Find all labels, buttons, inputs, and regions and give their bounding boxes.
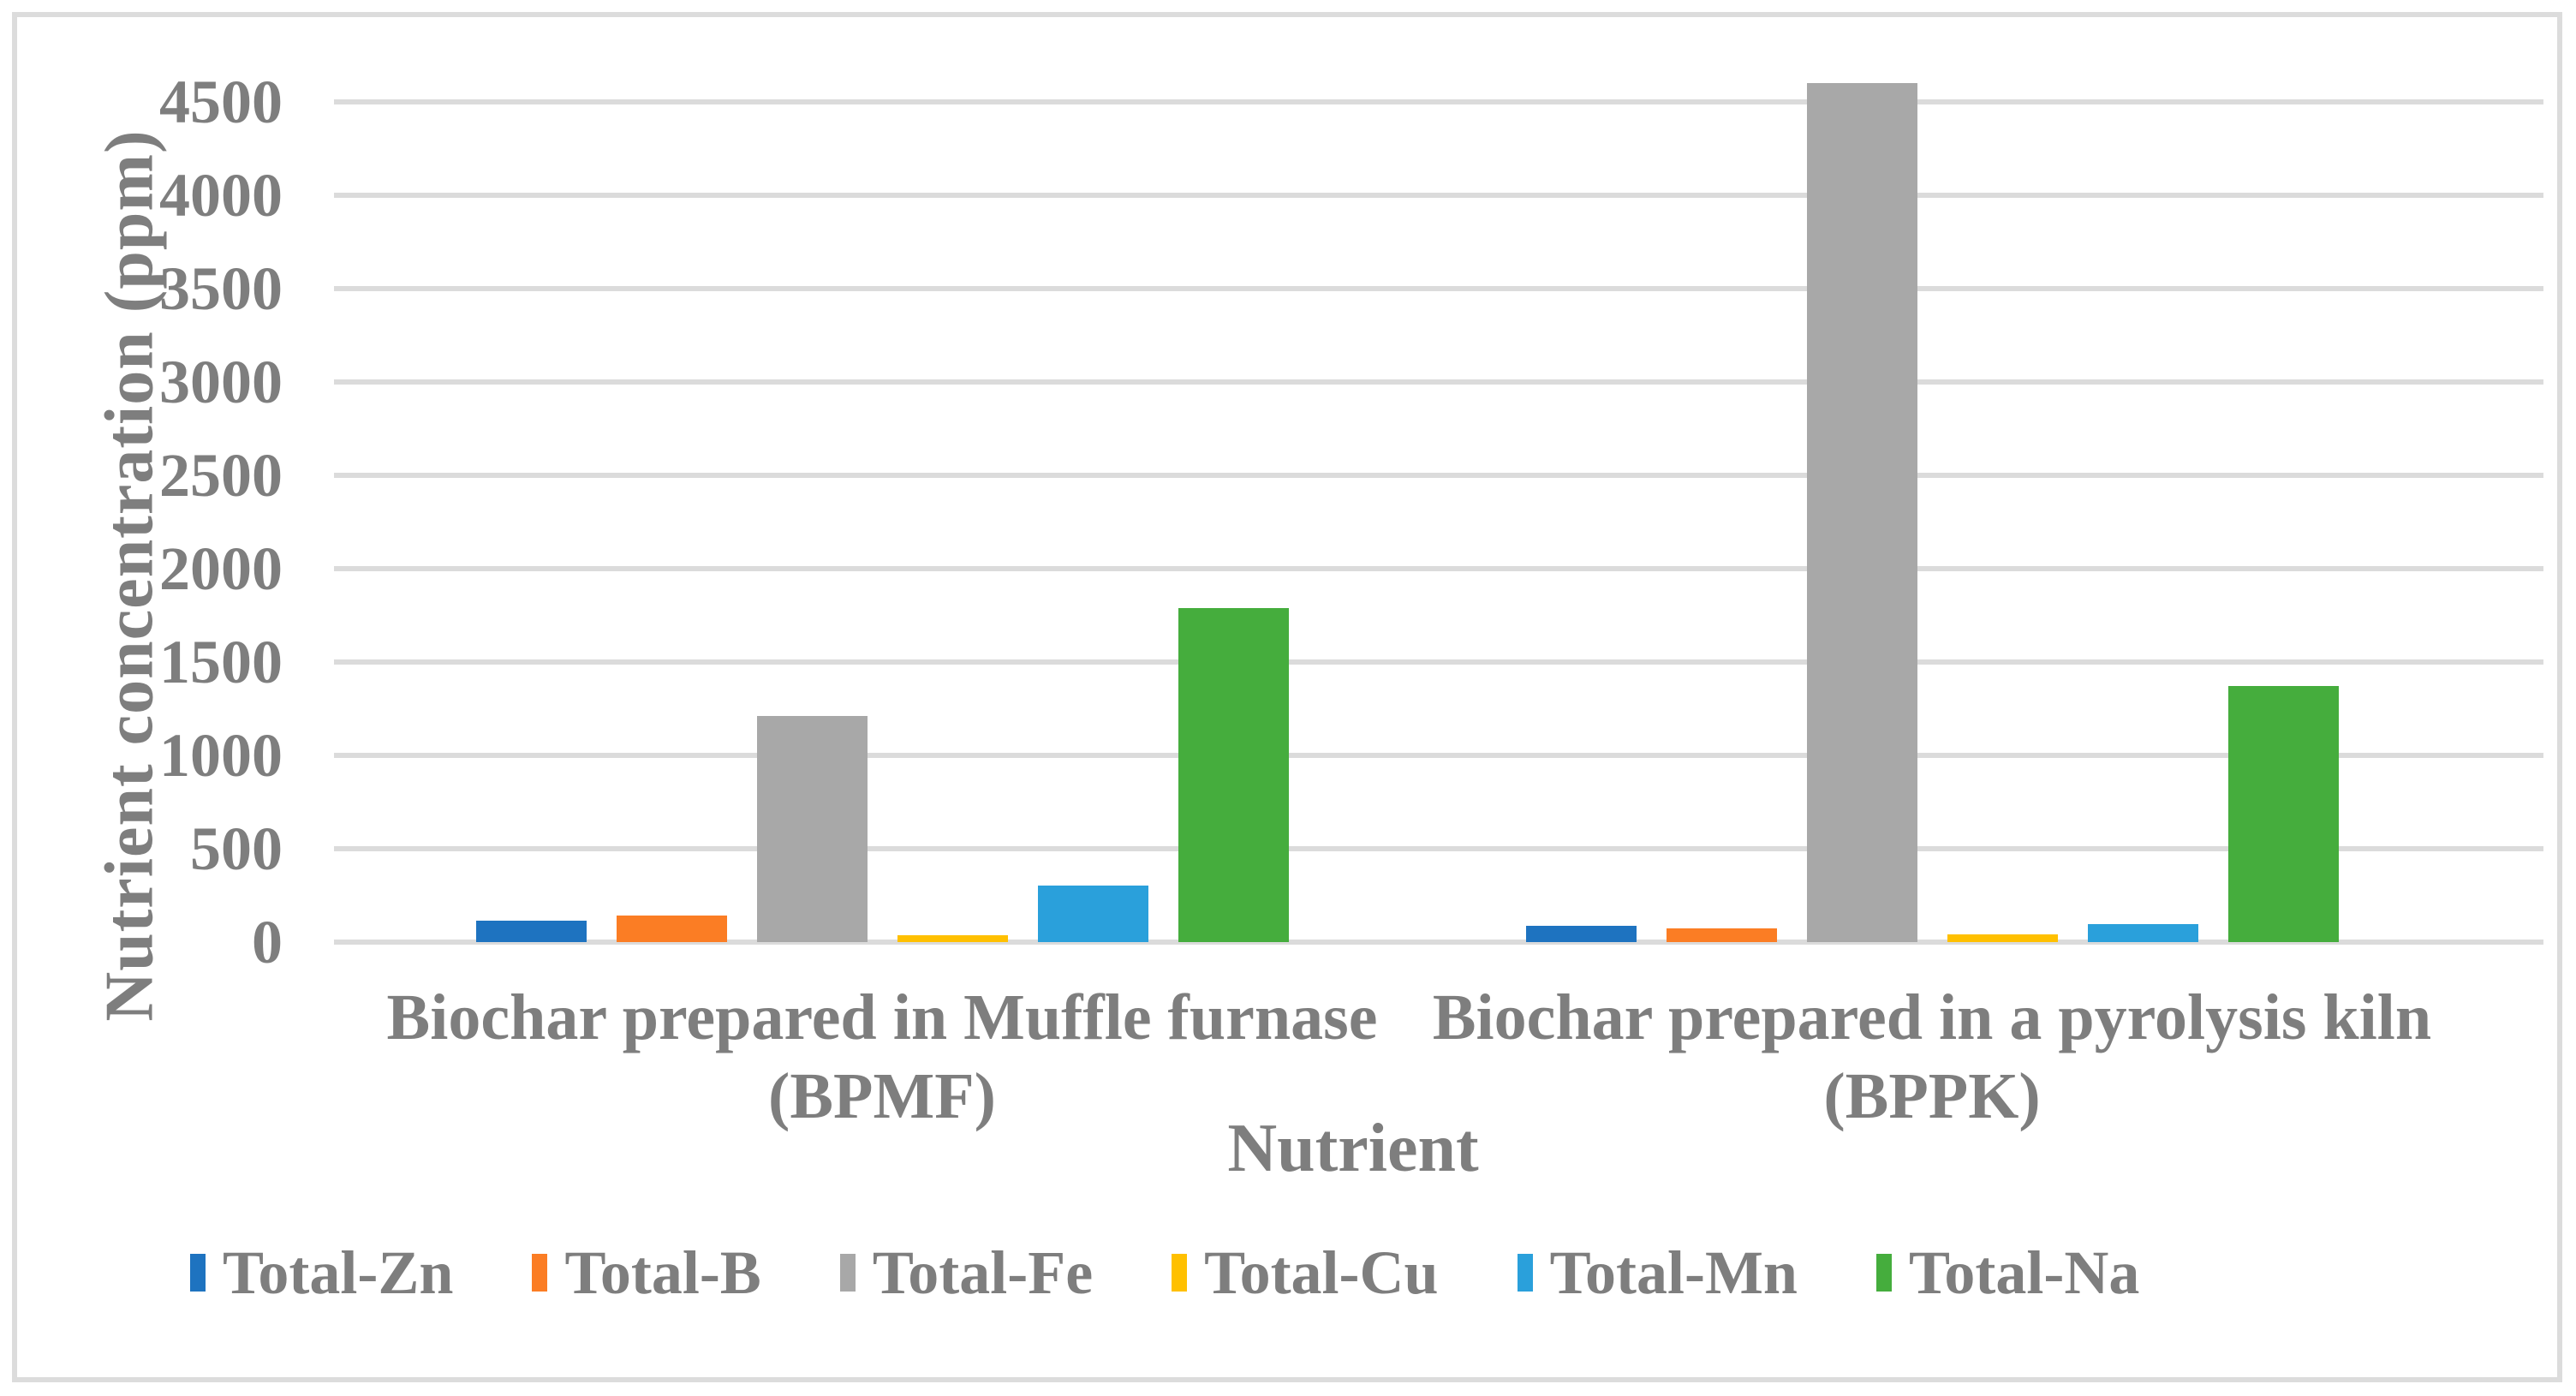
legend-item-total-zn: Total-Zn [190, 1238, 453, 1307]
legend-item-total-cu: Total-Cu [1172, 1238, 1439, 1307]
legend-marker-total-fe [839, 1254, 856, 1292]
legend: Total-Zn Total-B Total-Fe Total-Cu Total-Mn T… [190, 1238, 2139, 1307]
legend-label-total-na: Total-Na [1908, 1238, 2140, 1307]
bar-total-fe-bpmf [757, 716, 868, 942]
bar-group-bpmf [476, 608, 1289, 942]
category-label-bpmf: Biochar prepared in Muffle furnase (BPMF… [283, 978, 1482, 1136]
gridline-2000 [334, 566, 2543, 571]
legend-label-total-fe: Total-Fe [872, 1238, 1094, 1307]
gridline-2500 [334, 473, 2543, 478]
legend-label-total-b: Total-B [564, 1238, 761, 1307]
plot-area: 0 500 1000 1500 2000 2500 3000 3500 4000 4500 [159, 68, 2543, 976]
gridline-4500 [334, 99, 2543, 104]
legend-marker-total-mn [1517, 1254, 1533, 1292]
y-tick-label-2500: 2500 [159, 441, 283, 510]
legend-item-total-b: Total-B [532, 1238, 761, 1307]
bar-total-na-bppk [2228, 686, 2339, 942]
bar-group-bppk [1526, 83, 2339, 942]
legend-label-total-cu: Total-Cu [1204, 1238, 1439, 1307]
legend-item-total-mn: Total-Mn [1517, 1238, 1798, 1307]
category-label-bppk-line2: (BPPK) [1823, 1060, 2041, 1132]
gridline-0 [334, 940, 2543, 945]
y-tick-label-500: 500 [190, 814, 283, 883]
gridline-1500 [334, 659, 2543, 665]
category-label-bpmf-line1: Biochar prepared in Muffle furnase [386, 981, 1378, 1053]
y-tick-label-0: 0 [252, 908, 283, 976]
bar-total-na-bpmf [1178, 608, 1289, 942]
gridline-3000 [334, 379, 2543, 385]
bar-total-cu-bpmf [897, 935, 1008, 942]
chart-border [12, 12, 2562, 1382]
bar-total-fe-bppk [1807, 83, 1917, 942]
legend-marker-total-na [1875, 1254, 1892, 1292]
bar-total-b-bppk [1667, 928, 1777, 942]
legend-marker-total-b [532, 1254, 548, 1292]
y-tick-label-1000: 1000 [159, 721, 283, 790]
gridline-4000 [334, 193, 2543, 198]
legend-marker-total-cu [1172, 1254, 1188, 1292]
bar-total-mn-bppk [2088, 924, 2198, 942]
bar-total-mn-bpmf [1038, 886, 1148, 942]
y-tick-label-4500: 4500 [159, 68, 283, 136]
gridline-1000 [334, 753, 2543, 758]
bar-total-cu-bppk [1947, 934, 2058, 942]
bar-total-zn-bpmf [476, 921, 587, 942]
legend-item-total-na: Total-Na [1875, 1238, 2140, 1307]
y-tick-label-3000: 3000 [159, 348, 283, 416]
bar-total-b-bpmf [617, 916, 727, 942]
gridline-500 [334, 846, 2543, 851]
bar-total-zn-bppk [1526, 926, 1637, 942]
legend-item-total-fe: Total-Fe [839, 1238, 1094, 1307]
y-tick-label-4000: 4000 [159, 161, 283, 230]
x-axis-title: Nutrient [1227, 1111, 1479, 1186]
y-tick-label-2000: 2000 [159, 534, 283, 603]
category-label-bppk: Biochar prepared in a pyrolysis kiln (BP… [1333, 978, 2531, 1136]
gridline-3500 [334, 286, 2543, 291]
y-tick-label-3500: 3500 [159, 254, 283, 323]
y-tick-label-1500: 1500 [159, 628, 283, 696]
category-label-bpmf-line2: (BPMF) [768, 1060, 996, 1132]
legend-label-total-mn: Total-Mn [1549, 1238, 1798, 1307]
legend-marker-total-zn [190, 1254, 206, 1292]
category-label-bppk-line1: Biochar prepared in a pyrolysis kiln [1432, 981, 2432, 1053]
legend-label-total-zn: Total-Zn [223, 1238, 454, 1307]
